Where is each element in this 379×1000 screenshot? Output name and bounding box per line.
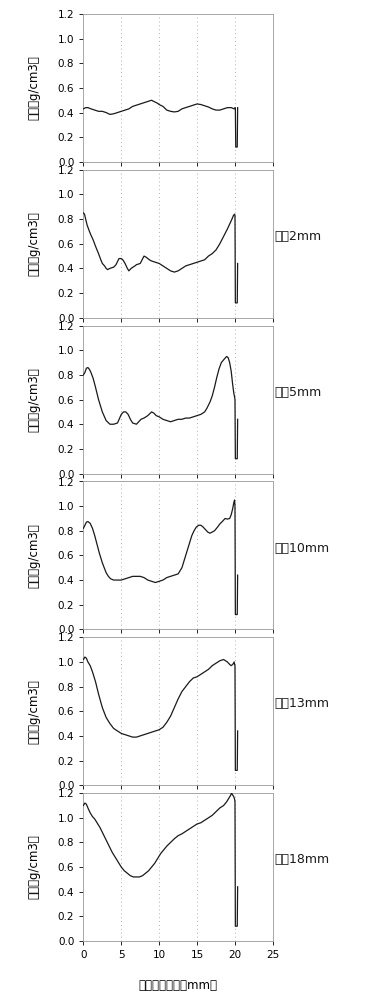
Text: 压爰10mm: 压爰10mm [275, 542, 330, 555]
Text: 密度（g/cm3）: 密度（g/cm3） [28, 835, 41, 899]
Text: 密度（g/cm3）: 密度（g/cm3） [28, 679, 41, 744]
Text: 密度（g/cm3）: 密度（g/cm3） [28, 211, 41, 276]
Text: 密度（g/cm3）: 密度（g/cm3） [28, 56, 41, 120]
Text: 密度（g/cm3）: 密度（g/cm3） [28, 523, 41, 588]
Text: 压爰13mm: 压爰13mm [275, 697, 330, 710]
Text: 压爰18mm: 压爰18mm [275, 853, 330, 866]
Text: 压爰5mm: 压爰5mm [275, 386, 322, 399]
Text: 密度（g/cm3）: 密度（g/cm3） [28, 367, 41, 432]
Text: 压爰2mm: 压爰2mm [275, 230, 322, 243]
Text: 距表面的距离（mm）: 距表面的距离（mm） [139, 979, 218, 992]
